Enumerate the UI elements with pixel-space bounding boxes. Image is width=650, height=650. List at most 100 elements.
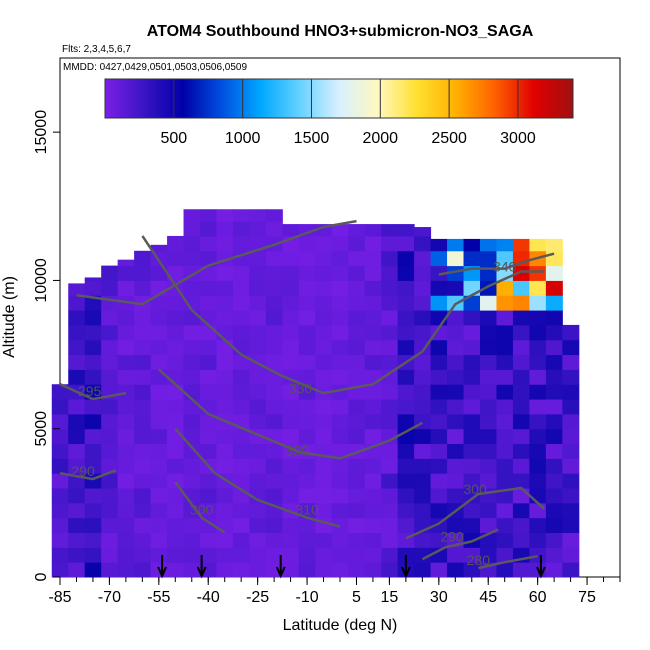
heatmap-cell (447, 428, 465, 445)
heatmap-cell (117, 399, 135, 415)
heatmap-cell (545, 354, 563, 370)
heatmap-cell (183, 413, 201, 430)
y-tick-label: 5000 (33, 411, 50, 447)
heatmap-cell (381, 235, 399, 252)
heatmap-cell (397, 517, 415, 534)
heatmap-cell (331, 413, 349, 430)
heatmap-cell (562, 324, 580, 341)
heatmap-cell (381, 224, 399, 237)
heatmap-cell (463, 458, 481, 474)
heatmap-cell (545, 238, 563, 252)
heatmap-cell (562, 443, 580, 459)
heatmap-cell (381, 384, 399, 400)
heatmap-cell (167, 458, 185, 474)
heatmap-cell (529, 413, 547, 430)
heatmap-cell (348, 369, 366, 385)
heatmap-cell (545, 502, 563, 519)
heatmap-cell (364, 235, 382, 252)
chart-title: ATOM4 Southbound HNO3+submicron-NO3_SAGA (147, 23, 534, 40)
heatmap-cell (381, 502, 399, 519)
heatmap-cell (397, 502, 415, 519)
heatmap-cell (68, 488, 86, 504)
heatmap-cell (480, 250, 497, 267)
heatmap-cell (463, 399, 481, 415)
heatmap-cell (348, 354, 366, 370)
heatmap-cell (545, 562, 563, 578)
heatmap-cell (117, 259, 135, 267)
heatmap-cell (364, 458, 382, 474)
heatmap-cell (183, 369, 201, 385)
heatmap-cell (117, 265, 135, 281)
heatmap-cell (397, 413, 415, 430)
heatmap-cell (167, 354, 185, 370)
heatmap-cell (315, 235, 333, 252)
heatmap-cell (463, 413, 481, 430)
heatmap-cell (150, 473, 168, 489)
heatmap-cell (430, 473, 448, 489)
heatmap-cell (298, 413, 316, 430)
heatmap-cell (381, 547, 399, 563)
heatmap-cell (496, 369, 514, 385)
heatmap-cell (134, 488, 152, 504)
heatmap-cell (68, 295, 86, 311)
heatmap-cell (134, 443, 152, 459)
heatmap-cell (364, 265, 382, 281)
heatmap-cell (232, 443, 250, 459)
heatmap-cell (117, 502, 135, 519)
heatmap-cell (200, 265, 217, 281)
heatmap-cell (200, 235, 217, 252)
heatmap-cell (51, 532, 69, 548)
heatmap-cell (331, 295, 349, 311)
heatmap-cell (381, 458, 399, 474)
heatmap-cell (249, 221, 267, 237)
colorbar-tick-label: 2500 (431, 130, 467, 147)
heatmap-cell (529, 473, 547, 489)
heatmap-cell (117, 384, 135, 400)
heatmap-cell (381, 428, 399, 445)
heatmap-cell (265, 295, 283, 311)
heatmap-cell (282, 295, 300, 311)
heatmap-cell (117, 324, 135, 341)
heatmap-cell (150, 369, 168, 385)
heatmap-cell (480, 310, 497, 326)
heatmap-cell (216, 547, 234, 563)
heatmap-cell (496, 250, 514, 267)
heatmap-cell (512, 369, 530, 385)
heatmap-cell (529, 280, 547, 296)
heatmap-cell (381, 413, 399, 430)
heatmap-cell (315, 250, 333, 267)
heatmap-cell (68, 532, 86, 548)
heatmap-cell (167, 488, 185, 504)
heatmap-cell (447, 399, 465, 415)
heatmap-cell (348, 224, 366, 237)
heatmap-cell (348, 250, 366, 267)
heatmap-cell (298, 295, 316, 311)
heatmap-cell (348, 265, 366, 281)
heatmap-cell (84, 547, 102, 563)
heatmap-cell (282, 399, 300, 415)
heatmap-cell (529, 547, 547, 563)
heatmap-cell (447, 384, 465, 400)
heatmap-cell (51, 562, 69, 578)
heatmap-cell (216, 517, 234, 534)
heatmap-cell (101, 502, 119, 519)
heatmap-cell (150, 295, 168, 311)
heatmap-cell (414, 428, 432, 445)
heatmap-cell (117, 473, 135, 489)
heatmap-cell (200, 369, 217, 385)
heatmap-cell (315, 562, 333, 578)
heatmap-cell (298, 280, 316, 296)
heatmap-cell (68, 443, 86, 459)
heatmap-cell (200, 221, 217, 237)
heatmap-cell (331, 443, 349, 459)
contour-label: 290 (440, 528, 464, 544)
heatmap-cell (200, 280, 217, 296)
heatmap-cell (167, 517, 185, 534)
heatmap-cell (348, 310, 366, 326)
heatmap-cell (101, 532, 119, 548)
dates-note: MMDD: 0427,0429,0501,0503,0506,0509 (63, 62, 247, 73)
heatmap-cell (348, 399, 366, 415)
heatmap-cell (562, 384, 580, 400)
heatmap-cell (331, 280, 349, 296)
